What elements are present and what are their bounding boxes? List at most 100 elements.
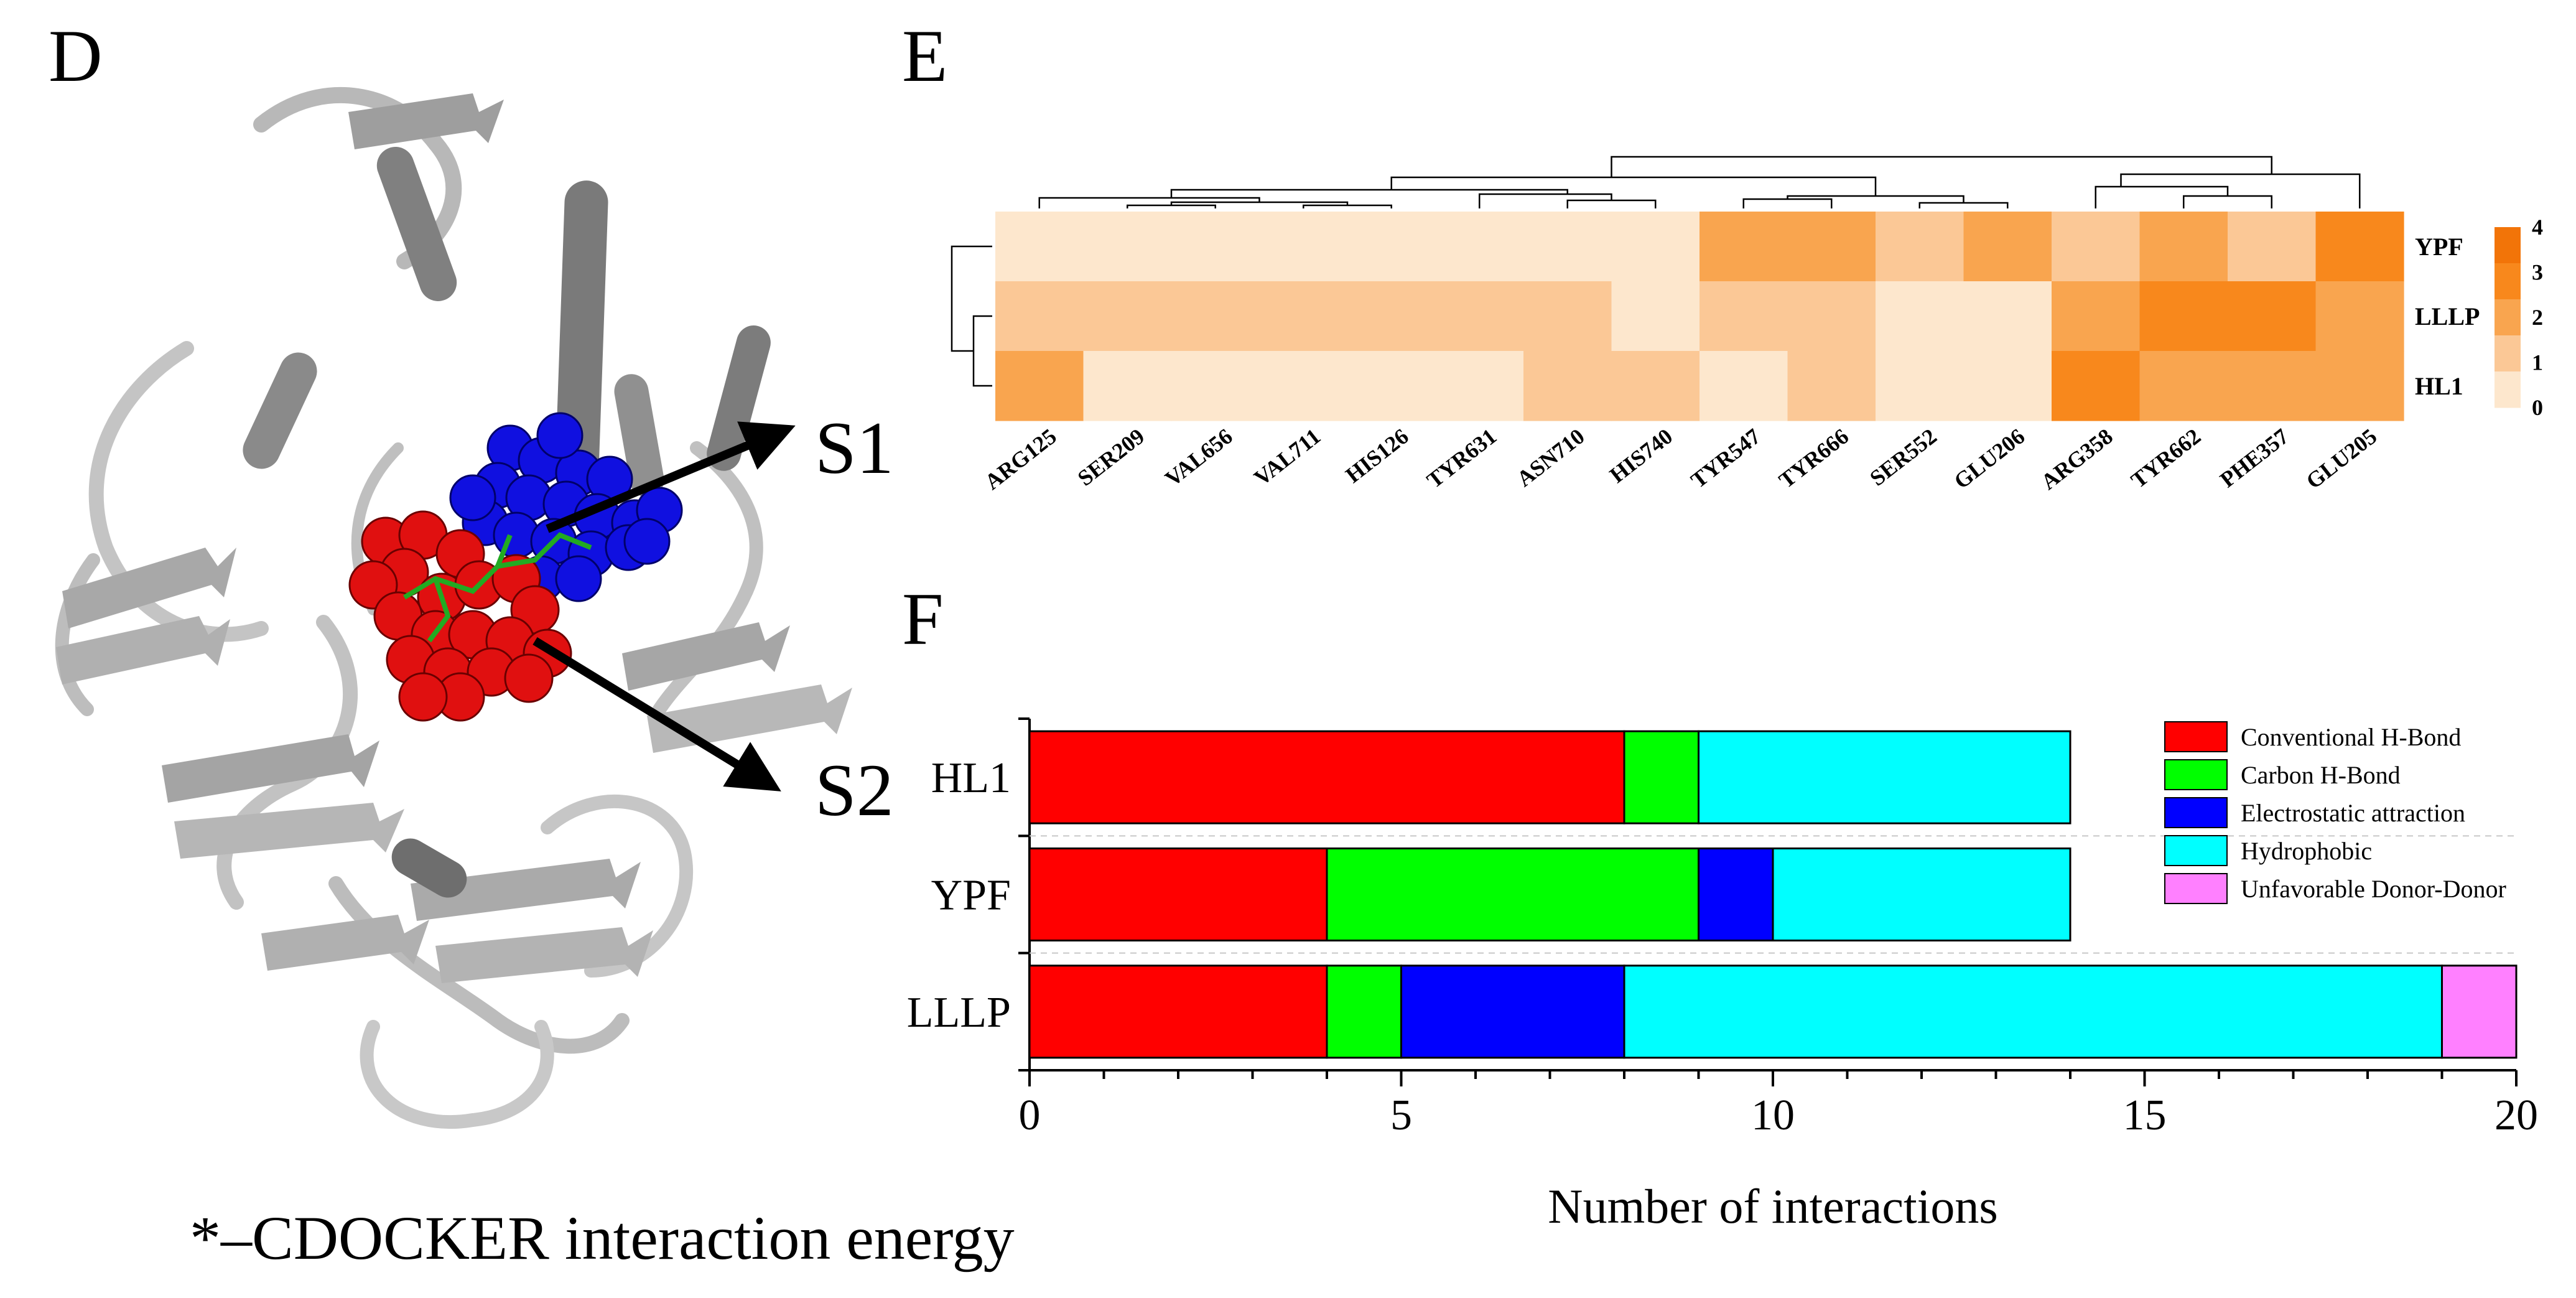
- x-tick-label: 10: [1751, 1091, 1795, 1139]
- dendrogram-branch: [1742, 198, 1833, 208]
- heatmap-cell: [1347, 212, 1436, 282]
- heatmap-cell: [2228, 212, 2317, 282]
- heatmap-cell: [1700, 212, 1788, 282]
- heatmap-cell: [1611, 212, 1700, 282]
- bar-segment: [1028, 730, 1625, 824]
- binding-site-s2: [348, 510, 572, 722]
- s1-sphere: [555, 555, 602, 602]
- site-label-s1: S1: [815, 406, 894, 489]
- heatmap-cell: [1787, 281, 1876, 352]
- bar-segment: [1623, 730, 1700, 824]
- beta-sheets: [56, 93, 852, 983]
- heatmap-column-label: TYR666: [1774, 424, 1853, 493]
- bar-axes: 0 5 10 15 20 HL1 YPF LLLP: [907, 717, 2538, 1139]
- heatmap-cell: [2315, 351, 2404, 421]
- bar-segment: [1772, 847, 2071, 941]
- legend-label: Conventional H-Bond: [2241, 723, 2461, 751]
- heatmap-cell: [2228, 281, 2317, 352]
- figure-caption: *–CDOCKER interaction energy: [190, 1203, 1015, 1272]
- legend-swatch: [2164, 759, 2228, 790]
- heatmap-cell: [1523, 281, 1612, 352]
- heatmap-column-label: ARG358: [2036, 424, 2117, 495]
- colorbar-swatch: [2495, 227, 2521, 264]
- heatmap-row-labels: YPF LLLP HL1: [2415, 233, 2480, 400]
- heatmap-cell: [1963, 281, 2052, 352]
- ligand-sticks: [402, 532, 592, 643]
- protein-structure-illustration: S1 S2: [55, 86, 894, 1129]
- dendrogram-branch: [2183, 195, 2272, 208]
- heatmap-column-label: HIS126: [1341, 424, 1413, 488]
- heatmap-column-label: TYR547: [1686, 424, 1765, 493]
- heatmap-cell: [995, 212, 1084, 282]
- category-label: YPF: [931, 872, 1011, 920]
- heatmap-column-label: TYR662: [2126, 424, 2205, 493]
- s2-sphere: [504, 653, 554, 703]
- heatmap-column-label: ASN710: [1512, 424, 1589, 492]
- alpha-helices: [243, 147, 771, 898]
- bar-segment: [2441, 964, 2518, 1059]
- colorbar-tick-label: 4: [2532, 215, 2543, 240]
- heatmap-cell: [1611, 351, 1700, 421]
- heatmap-cell: [1171, 351, 1260, 421]
- heatmap-column-label: ARG125: [980, 424, 1061, 495]
- colorbar-tick-label: 3: [2532, 260, 2543, 285]
- heatmap-column-labels: ARG125 SER209 VAL656 VAL711 HIS126 TYR631 ASN7…: [980, 424, 2381, 495]
- heatmap-cell: [2052, 281, 2141, 352]
- heatmap-cell: [1171, 281, 1260, 352]
- heatmap-cell: [1259, 351, 1348, 421]
- legend-swatch: [2164, 721, 2228, 752]
- heatmap-cell: [1435, 351, 1524, 421]
- legend-label: Unfavorable Donor-Donor: [2241, 875, 2506, 903]
- legend-label: Electrostatic attraction: [2241, 799, 2465, 827]
- heatmap-cell: [995, 351, 1084, 421]
- x-tick-label: 15: [2123, 1091, 2167, 1139]
- dendrogram-branch: [1390, 176, 1877, 196]
- site-label-s2: S2: [815, 749, 894, 831]
- heatmap-row-label: HL1: [2415, 372, 2463, 400]
- bar-segment: [1326, 964, 1402, 1059]
- heatmap-cell: [1083, 351, 1172, 421]
- heatmap-cell: [1171, 212, 1260, 282]
- heatmap-cell: [1876, 281, 1965, 352]
- heatmap-cell: [1700, 351, 1788, 421]
- heatmap-cell: [2052, 212, 2141, 282]
- colorbar-tick-label: 0: [2532, 395, 2543, 420]
- heatmap-cell: [1083, 281, 1172, 352]
- heatmap-cell: [2139, 351, 2228, 421]
- heatmap-cell: [2139, 212, 2228, 282]
- heatmap-cell: [1963, 212, 2052, 282]
- heatmap-cell: [1787, 212, 1876, 282]
- colorbar-swatch: [2495, 371, 2521, 408]
- legend-label: Hydrophobic: [2241, 837, 2372, 865]
- bar-segment: [1698, 730, 2071, 824]
- heatmap-cell: [1259, 281, 1348, 352]
- heatmap-cell: [2228, 351, 2317, 421]
- heatmap-cell: [2139, 281, 2228, 352]
- arrow-s1: [546, 421, 796, 533]
- heatmap-column-label: GLU206: [1950, 424, 2030, 494]
- dendrogram-branch: [1566, 199, 1657, 208]
- heatmap-column-label: SER552: [1865, 424, 1941, 491]
- legend-swatch: [2164, 873, 2228, 904]
- s2-sphere: [398, 672, 448, 722]
- heatmap-cell: [1787, 351, 1876, 421]
- heatmap-row-label: YPF: [2415, 233, 2463, 261]
- legend-swatch: [2164, 835, 2228, 866]
- legend-label: Carbon H-Bond: [2241, 761, 2401, 789]
- x-axis-label: Number of interactions: [1548, 1179, 1997, 1233]
- dendrogram-branch: [1918, 202, 2009, 208]
- heatmap-cell: [1259, 212, 1348, 282]
- dendrogram-branch: [1127, 204, 1216, 208]
- heatmap-row-label: LLLP: [2415, 302, 2480, 330]
- heatmap-chart: YPF LLLP HL1 ARG125 SER209 VAL656 VAL711 HIS12…: [951, 156, 2543, 495]
- bar-segment: [1623, 964, 2443, 1059]
- heatmap-column-label: GLU205: [2302, 424, 2382, 494]
- bar-segment: [1028, 964, 1328, 1059]
- heatmap-cell: [2315, 212, 2404, 282]
- protein-ribbon: [55, 86, 763, 1129]
- heatmap-column-label: TYR631: [1422, 424, 1501, 493]
- dendrogram-branch: [1170, 189, 1568, 198]
- dendrogram-branch: [2120, 173, 2361, 208]
- stacked-bar-chart: 0 5 10 15 20 HL1 YPF LLLP Conventional H-Bond Ca…: [907, 717, 2538, 1233]
- heatmap-cell: [1523, 351, 1612, 421]
